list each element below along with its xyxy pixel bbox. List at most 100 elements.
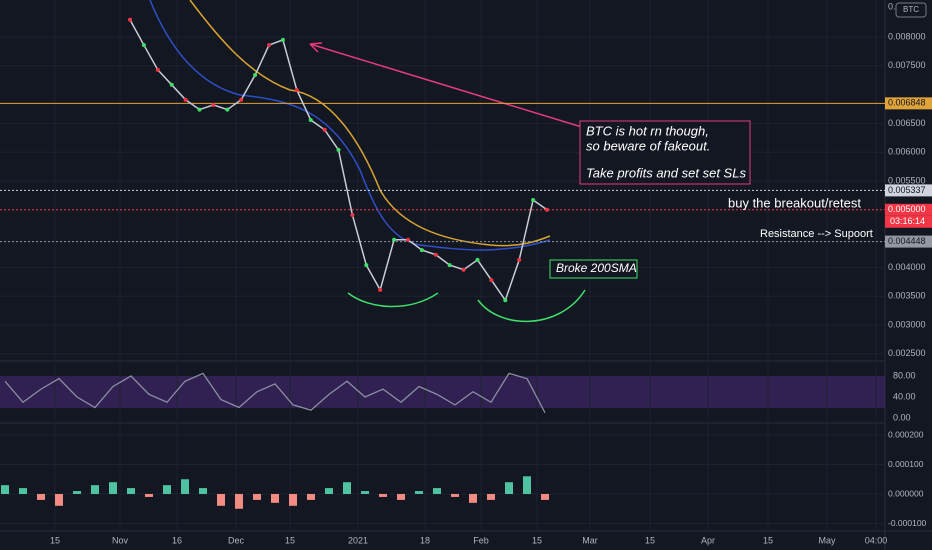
rsi-tick-label: 0.00 bbox=[893, 412, 911, 422]
price-tag-label: 0.006848 bbox=[888, 98, 926, 108]
macd-bar bbox=[199, 488, 207, 494]
moving-average bbox=[149, 0, 551, 251]
price-tag bbox=[885, 203, 932, 216]
rsi-tick-label: 40.00 bbox=[893, 391, 916, 401]
price-point bbox=[322, 127, 327, 132]
price-point bbox=[225, 107, 230, 112]
macd-tick-label: -0.000100 bbox=[888, 518, 927, 528]
rsi-line bbox=[4, 372, 546, 414]
price-tick-label: 0.003500 bbox=[888, 291, 926, 301]
price-point bbox=[503, 298, 508, 303]
macd-bar bbox=[361, 491, 369, 494]
macd-bar bbox=[379, 494, 387, 497]
macd-bar bbox=[1, 485, 9, 494]
price-point bbox=[419, 248, 424, 253]
price-tick-label: 0.007500 bbox=[888, 60, 926, 70]
price-point bbox=[489, 278, 494, 283]
price-tag bbox=[885, 184, 932, 197]
price-tick-label: 0.005500 bbox=[888, 175, 926, 185]
countdown: 03:16:14 bbox=[890, 216, 925, 226]
price-point bbox=[141, 43, 146, 48]
macd-bar bbox=[181, 479, 189, 494]
note-box: BTC is hot rn though, so beware of fakeo… bbox=[579, 120, 751, 185]
macd-bar bbox=[523, 476, 531, 494]
macd-bar bbox=[253, 494, 261, 500]
main-pane: 0.008000 0.007500 0.006500 0.006000 0.005500… bbox=[0, 17, 932, 545]
time-tick-label: 15 bbox=[763, 535, 773, 545]
macd-bar bbox=[307, 494, 315, 500]
macd-bar bbox=[235, 494, 243, 509]
price-point bbox=[517, 257, 522, 262]
price-point bbox=[364, 263, 369, 268]
price-point bbox=[308, 117, 313, 122]
price-point bbox=[211, 102, 216, 107]
macd-bar bbox=[163, 485, 171, 494]
price-point bbox=[545, 207, 549, 212]
price-point bbox=[155, 67, 160, 72]
top-label: 0. bbox=[888, 1, 896, 11]
macd-bar bbox=[109, 482, 117, 494]
cup-drawing bbox=[347, 292, 439, 308]
macd-tick-label: 0.000200 bbox=[888, 429, 924, 439]
price-tick-label: 0.002500 bbox=[888, 348, 926, 358]
price-point bbox=[475, 257, 480, 262]
macd-bar bbox=[415, 491, 423, 494]
price-point bbox=[350, 212, 355, 217]
time-tick-label: 16 bbox=[172, 535, 182, 545]
arrow-head bbox=[309, 42, 323, 53]
macd-bar bbox=[469, 494, 477, 503]
price-point bbox=[392, 237, 397, 242]
macd-bar bbox=[37, 494, 45, 500]
time-tick-label: Nov bbox=[112, 535, 129, 545]
price-tick-label: 0.006000 bbox=[888, 147, 926, 157]
time-tick-label: Apr bbox=[701, 535, 715, 545]
price-point bbox=[294, 87, 299, 92]
price-point bbox=[197, 107, 202, 112]
countdown-tag bbox=[885, 215, 932, 228]
price-tick-label: 0.008000 bbox=[888, 31, 926, 41]
macd-bar bbox=[217, 494, 225, 506]
macd-bar bbox=[343, 482, 351, 494]
price-point bbox=[531, 198, 536, 203]
price-tick-label: 0.006500 bbox=[888, 118, 926, 128]
price-point bbox=[239, 97, 244, 102]
macd-bar bbox=[127, 488, 135, 494]
price-tag-label: 0.005000 bbox=[888, 204, 926, 214]
note-line: Take profits and set set SLs bbox=[586, 165, 746, 180]
rsi-tick-label: 80.00 bbox=[893, 370, 916, 380]
note-line: BTC is hot rn though, bbox=[586, 123, 709, 138]
price-point bbox=[128, 17, 132, 22]
price-point bbox=[461, 267, 466, 272]
rsi-band bbox=[0, 376, 885, 408]
macd-bar bbox=[541, 494, 549, 500]
time-tick-label: 15 bbox=[645, 535, 655, 545]
time-tick-label: 15 bbox=[532, 535, 542, 545]
macd-bar bbox=[451, 494, 459, 497]
macd-bar bbox=[19, 488, 27, 494]
time-tick-label: 04:00 bbox=[865, 535, 888, 545]
price-tick-label: 0.003000 bbox=[888, 319, 926, 329]
breakout-label: buy the breakout/retest bbox=[728, 195, 861, 210]
price-tick-label: 0.004000 bbox=[888, 262, 926, 272]
time-tick-label: 18 bbox=[420, 535, 430, 545]
price-point bbox=[406, 237, 410, 242]
cup-drawing bbox=[477, 289, 586, 323]
resistance-label: Resistance --> Supoort bbox=[760, 228, 873, 240]
sma-label: Broke 200SMA bbox=[556, 261, 637, 275]
time-tick-label: 2021 bbox=[348, 535, 368, 545]
price-point bbox=[433, 252, 438, 257]
macd-bar bbox=[55, 494, 63, 506]
price-point bbox=[183, 97, 188, 102]
price-point bbox=[378, 287, 383, 292]
price-point bbox=[253, 73, 258, 78]
sma-box bbox=[549, 259, 638, 279]
currency-badge[interactable] bbox=[895, 2, 927, 18]
price-tag bbox=[885, 97, 932, 110]
macd-tick-label: 0.000100 bbox=[888, 459, 924, 469]
time-tick-label: Feb bbox=[473, 535, 489, 545]
price-point bbox=[280, 37, 285, 42]
time-tick-label: Dec bbox=[228, 535, 245, 545]
arrow-line bbox=[309, 43, 586, 129]
